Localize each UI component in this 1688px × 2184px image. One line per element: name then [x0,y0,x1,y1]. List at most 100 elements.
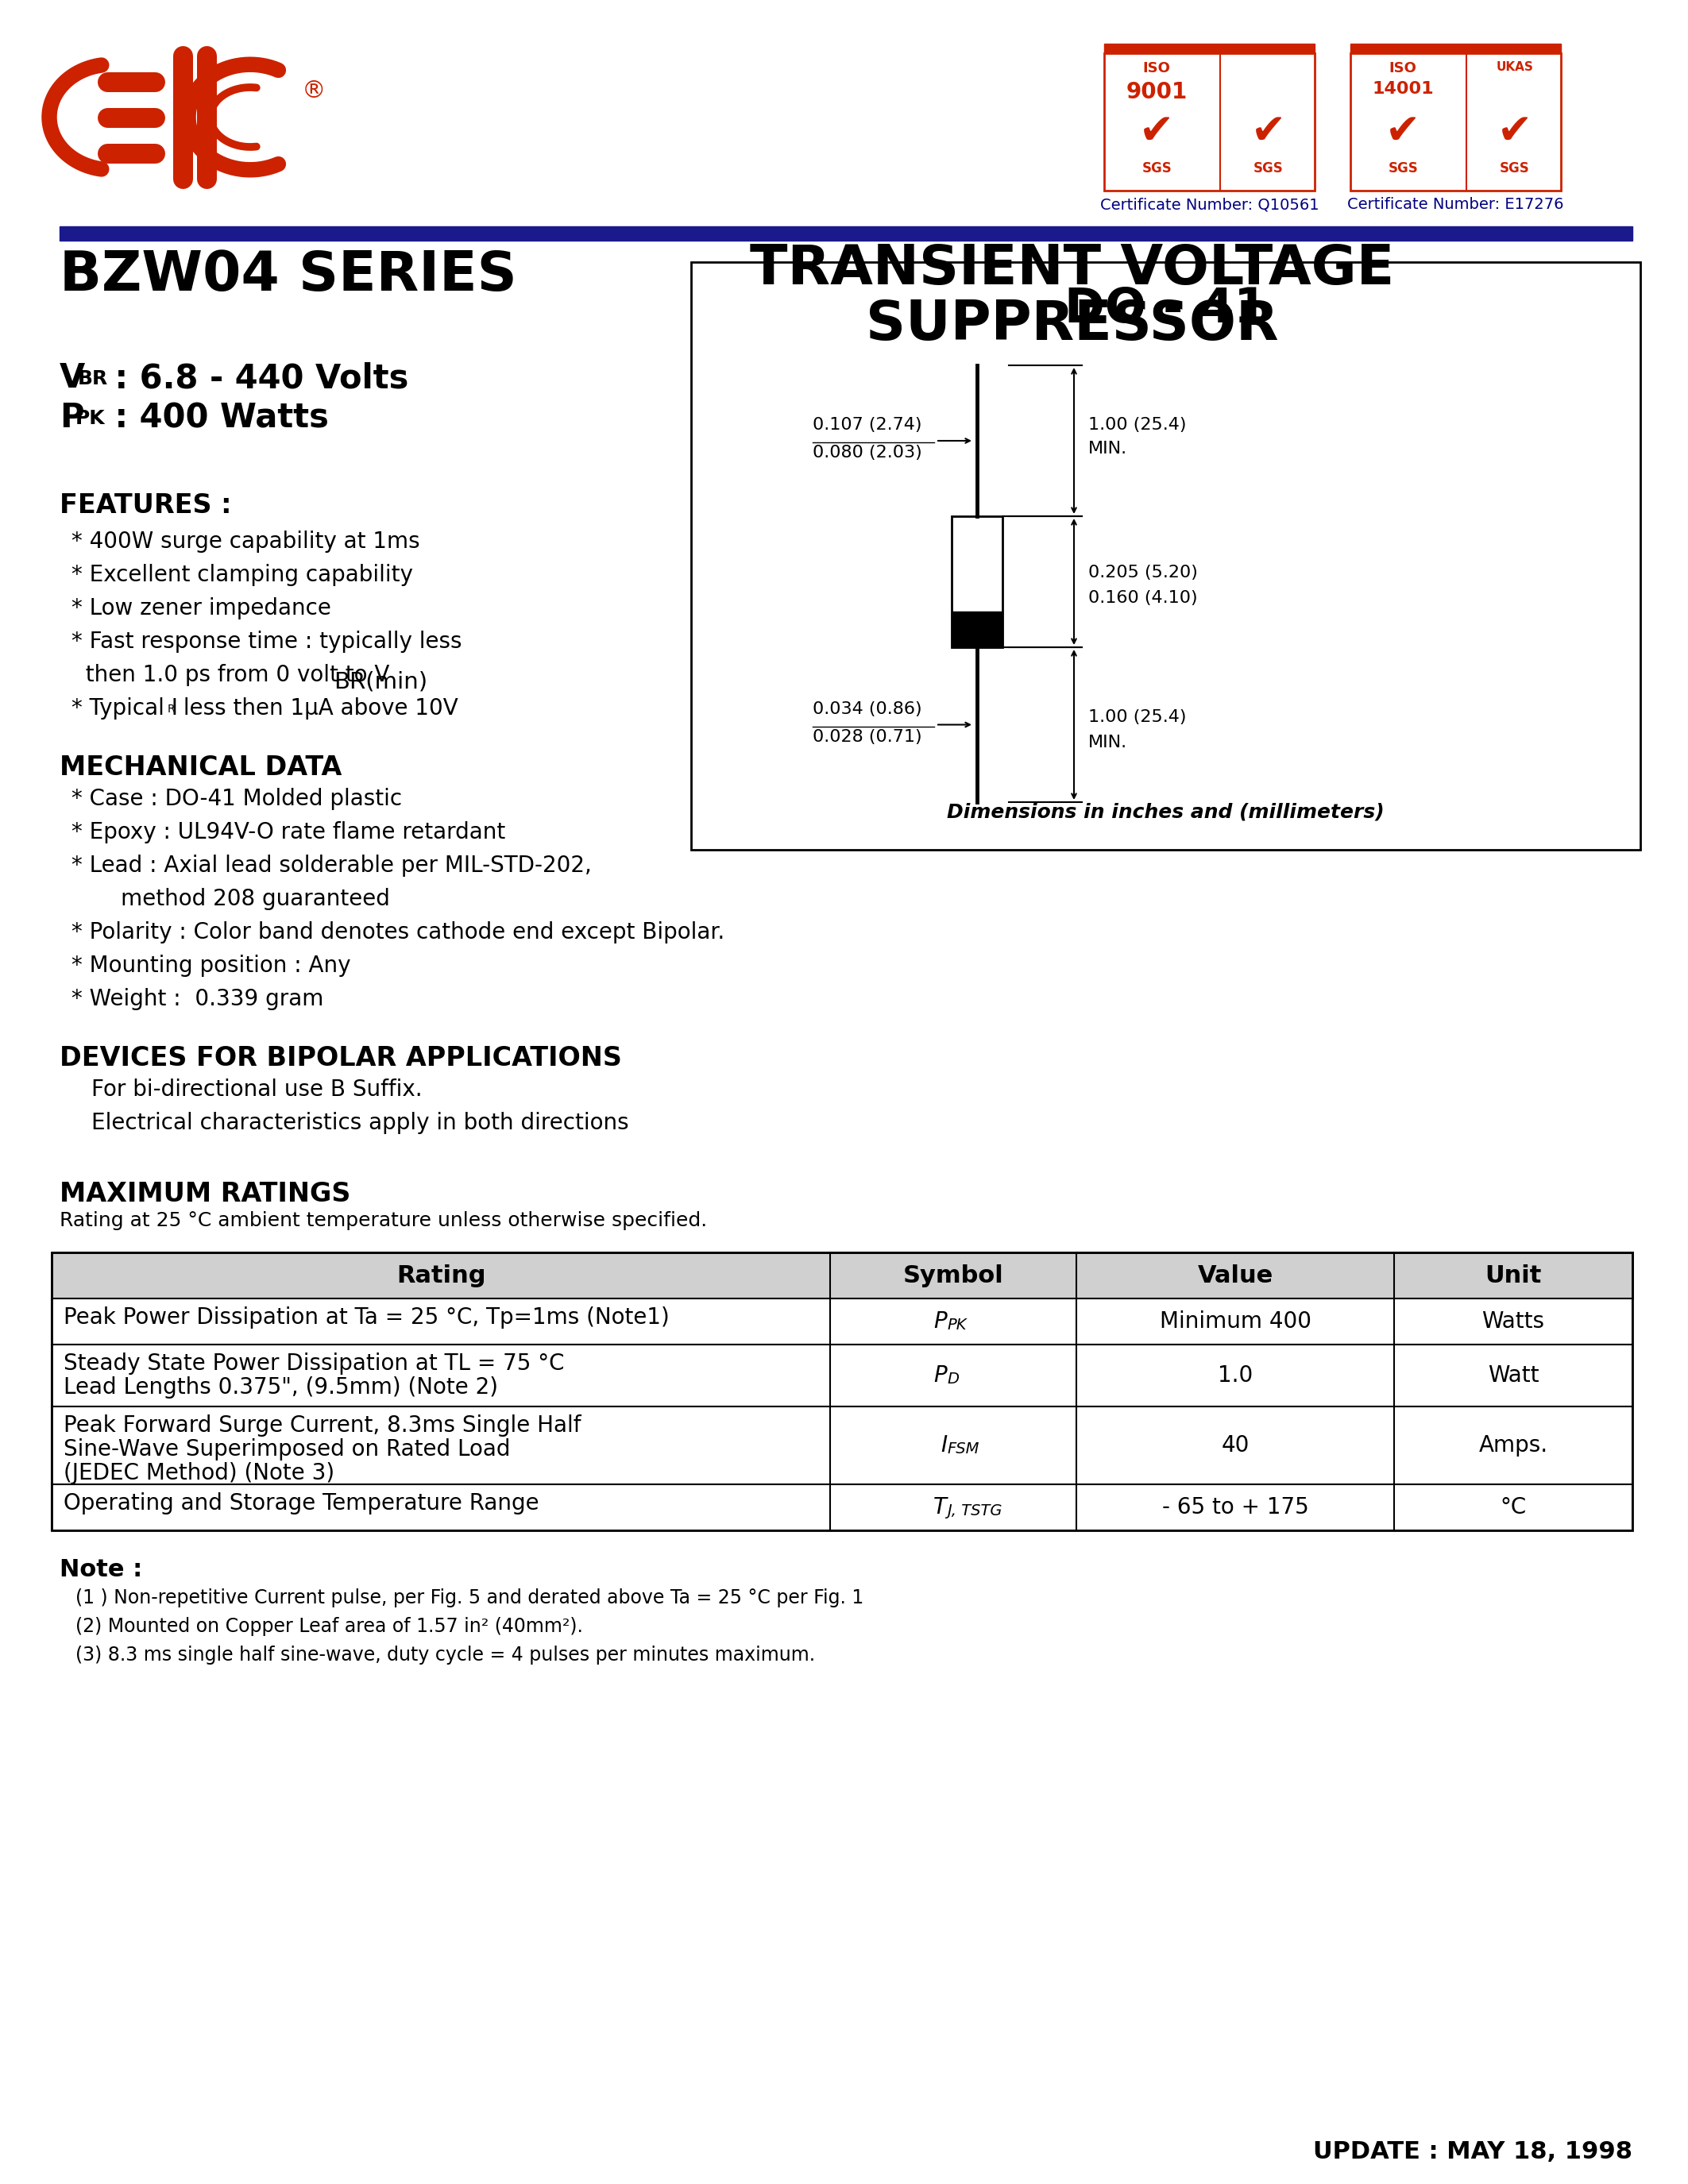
Text: Electrical characteristics apply in both directions: Electrical characteristics apply in both… [91,1112,630,1133]
Text: 0.080 (2.03): 0.080 (2.03) [812,446,922,461]
Text: 9001: 9001 [1126,81,1187,103]
Text: V: V [59,360,84,395]
Text: T: T [933,1496,947,1518]
Text: Value: Value [1197,1265,1273,1286]
Text: * Low zener impedance: * Low zener impedance [71,596,331,620]
Text: Note :: Note : [59,1557,142,1581]
Text: BR: BR [78,369,108,389]
Text: ✔: ✔ [1386,111,1421,153]
Bar [52,1406,1632,1485]
Text: °C: °C [1501,1496,1526,1518]
Text: SGS: SGS [1141,162,1171,175]
Text: ISO: ISO [1143,61,1171,76]
Text: less then 1μA above 10V: less then 1μA above 10V [176,697,457,719]
Bar [52,1299,1632,1345]
Text: SGS: SGS [1499,162,1529,175]
Text: BZW04 SERIES: BZW04 SERIES [59,249,517,301]
Text: SUPPRESSOR: SUPPRESSOR [866,297,1280,352]
Text: 0.034 (0.86): 0.034 (0.86) [812,701,922,716]
Text: BR(min): BR(min) [334,670,427,692]
Text: method 208 guaranteed: method 208 guaranteed [71,889,390,911]
Text: : 6.8 - 440 Volts: : 6.8 - 440 Volts [103,360,408,395]
Text: (2) Mounted on Copper Leaf area of 1.57 in² (40mm²).: (2) Mounted on Copper Leaf area of 1.57 … [76,1616,582,1636]
Bar [1350,44,1561,52]
Text: ®: ® [302,79,326,103]
Bar [1104,44,1315,52]
Text: - 65 to + 175: - 65 to + 175 [1161,1496,1308,1518]
Text: DO - 41: DO - 41 [1063,286,1268,332]
Text: Amps.: Amps. [1479,1435,1548,1457]
Text: Peak Power Dissipation at Ta = 25 °C, Tp=1ms (Note1): Peak Power Dissipation at Ta = 25 °C, Tp… [64,1306,670,1328]
Text: SGS: SGS [1388,162,1418,175]
Text: DEVICES FOR BIPOLAR APPLICATIONS: DEVICES FOR BIPOLAR APPLICATIONS [59,1046,621,1072]
Text: FSM: FSM [947,1441,979,1457]
Bar [1350,52,1561,190]
Text: Certificate Number: E17276: Certificate Number: E17276 [1347,197,1563,212]
Text: ✔: ✔ [1251,111,1286,153]
Text: 14001: 14001 [1372,81,1433,96]
Text: ✔: ✔ [1497,111,1533,153]
Text: * Weight :  0.339 gram: * Weight : 0.339 gram [71,987,324,1011]
Text: PK: PK [76,408,105,428]
Text: * Polarity : Color band denotes cathode end except Bipolar.: * Polarity : Color band denotes cathode … [71,922,724,943]
Text: Unit: Unit [1485,1265,1541,1286]
Text: then 1.0 ps from 0 volt to V: then 1.0 ps from 0 volt to V [71,664,390,686]
Text: R: R [167,703,176,714]
Text: 0.028 (0.71): 0.028 (0.71) [812,729,922,745]
Text: 0.205 (5.20): 0.205 (5.20) [1089,563,1198,581]
Text: FEATURES :: FEATURES : [59,491,231,518]
Text: J, TSTG: J, TSTG [947,1503,1003,1518]
Text: 1.0: 1.0 [1217,1365,1252,1387]
Text: MECHANICAL DATA: MECHANICAL DATA [59,753,343,780]
Text: Operating and Storage Temperature Range: Operating and Storage Temperature Range [64,1492,538,1514]
Text: P: P [59,402,84,435]
Text: * Case : DO-41 Molded plastic: * Case : DO-41 Molded plastic [71,788,402,810]
Text: ✔: ✔ [1139,111,1175,153]
Text: UKAS: UKAS [1496,61,1533,72]
Text: Minimum 400: Minimum 400 [1160,1310,1312,1332]
Text: Watts: Watts [1482,1310,1545,1332]
Text: * Lead : Axial lead solderable per MIL-STD-202,: * Lead : Axial lead solderable per MIL-S… [71,854,592,876]
Bar [1104,52,1315,190]
Bar [52,1251,1632,1299]
Text: Certificate Number: Q10561: Certificate Number: Q10561 [1101,197,1318,212]
Text: I: I [940,1435,947,1457]
Text: For bi-directional use B Suffix.: For bi-directional use B Suffix. [91,1079,422,1101]
Text: (3) 8.3 ms single half sine-wave, duty cycle = 4 pulses per minutes maximum.: (3) 8.3 ms single half sine-wave, duty c… [76,1645,815,1664]
Text: TRANSIENT VOLTAGE: TRANSIENT VOLTAGE [749,242,1394,295]
Text: 40: 40 [1220,1435,1249,1457]
Text: D: D [947,1372,959,1387]
Text: PK: PK [947,1317,966,1332]
Bar [952,515,1003,646]
Text: (JEDEC Method) (Note 3): (JEDEC Method) (Note 3) [64,1461,334,1485]
Text: : 400 Watts: : 400 Watts [103,402,329,435]
Text: 1.00 (25.4): 1.00 (25.4) [1089,417,1187,432]
Text: Watt: Watt [1487,1365,1539,1387]
Text: SGS: SGS [1254,162,1283,175]
Text: 0.107 (2.74): 0.107 (2.74) [812,417,922,432]
Text: Peak Forward Surge Current, 8.3ms Single Half: Peak Forward Surge Current, 8.3ms Single… [64,1415,581,1437]
Text: * Fast response time : typically less: * Fast response time : typically less [71,631,463,653]
Text: * Typical I: * Typical I [71,697,177,719]
Bar [52,1251,1632,1531]
Text: Sine-Wave Superimposed on Rated Load: Sine-Wave Superimposed on Rated Load [64,1439,510,1461]
Text: MAXIMUM RATINGS: MAXIMUM RATINGS [59,1182,351,1208]
Bar [52,1345,1632,1406]
Text: Steady State Power Dissipation at TL = 75 °C: Steady State Power Dissipation at TL = 7… [64,1352,564,1374]
Bar [52,1485,1632,1531]
Text: P: P [933,1365,947,1387]
Text: UPDATE : MAY 18, 1998: UPDATE : MAY 18, 1998 [1313,2140,1632,2164]
Text: 0.160 (4.10): 0.160 (4.10) [1089,590,1197,605]
Text: Dimensions in inches and (millimeters): Dimensions in inches and (millimeters) [947,802,1384,821]
Bar [690,262,1641,850]
Text: (1 ) Non-repetitive Current pulse, per Fig. 5 and derated above Ta = 25 °C per F: (1 ) Non-repetitive Current pulse, per F… [76,1588,864,1607]
Text: Lead Lengths 0.375", (9.5mm) (Note 2): Lead Lengths 0.375", (9.5mm) (Note 2) [64,1376,498,1398]
Text: 1.00 (25.4): 1.00 (25.4) [1089,710,1187,725]
Bar [59,227,1632,240]
Text: P: P [933,1310,947,1332]
Text: * Excellent clamping capability: * Excellent clamping capability [71,563,414,585]
Text: MIN.: MIN. [1089,441,1128,456]
Bar [952,612,1003,646]
Text: Symbol: Symbol [903,1265,1004,1286]
Text: Rating: Rating [397,1265,486,1286]
